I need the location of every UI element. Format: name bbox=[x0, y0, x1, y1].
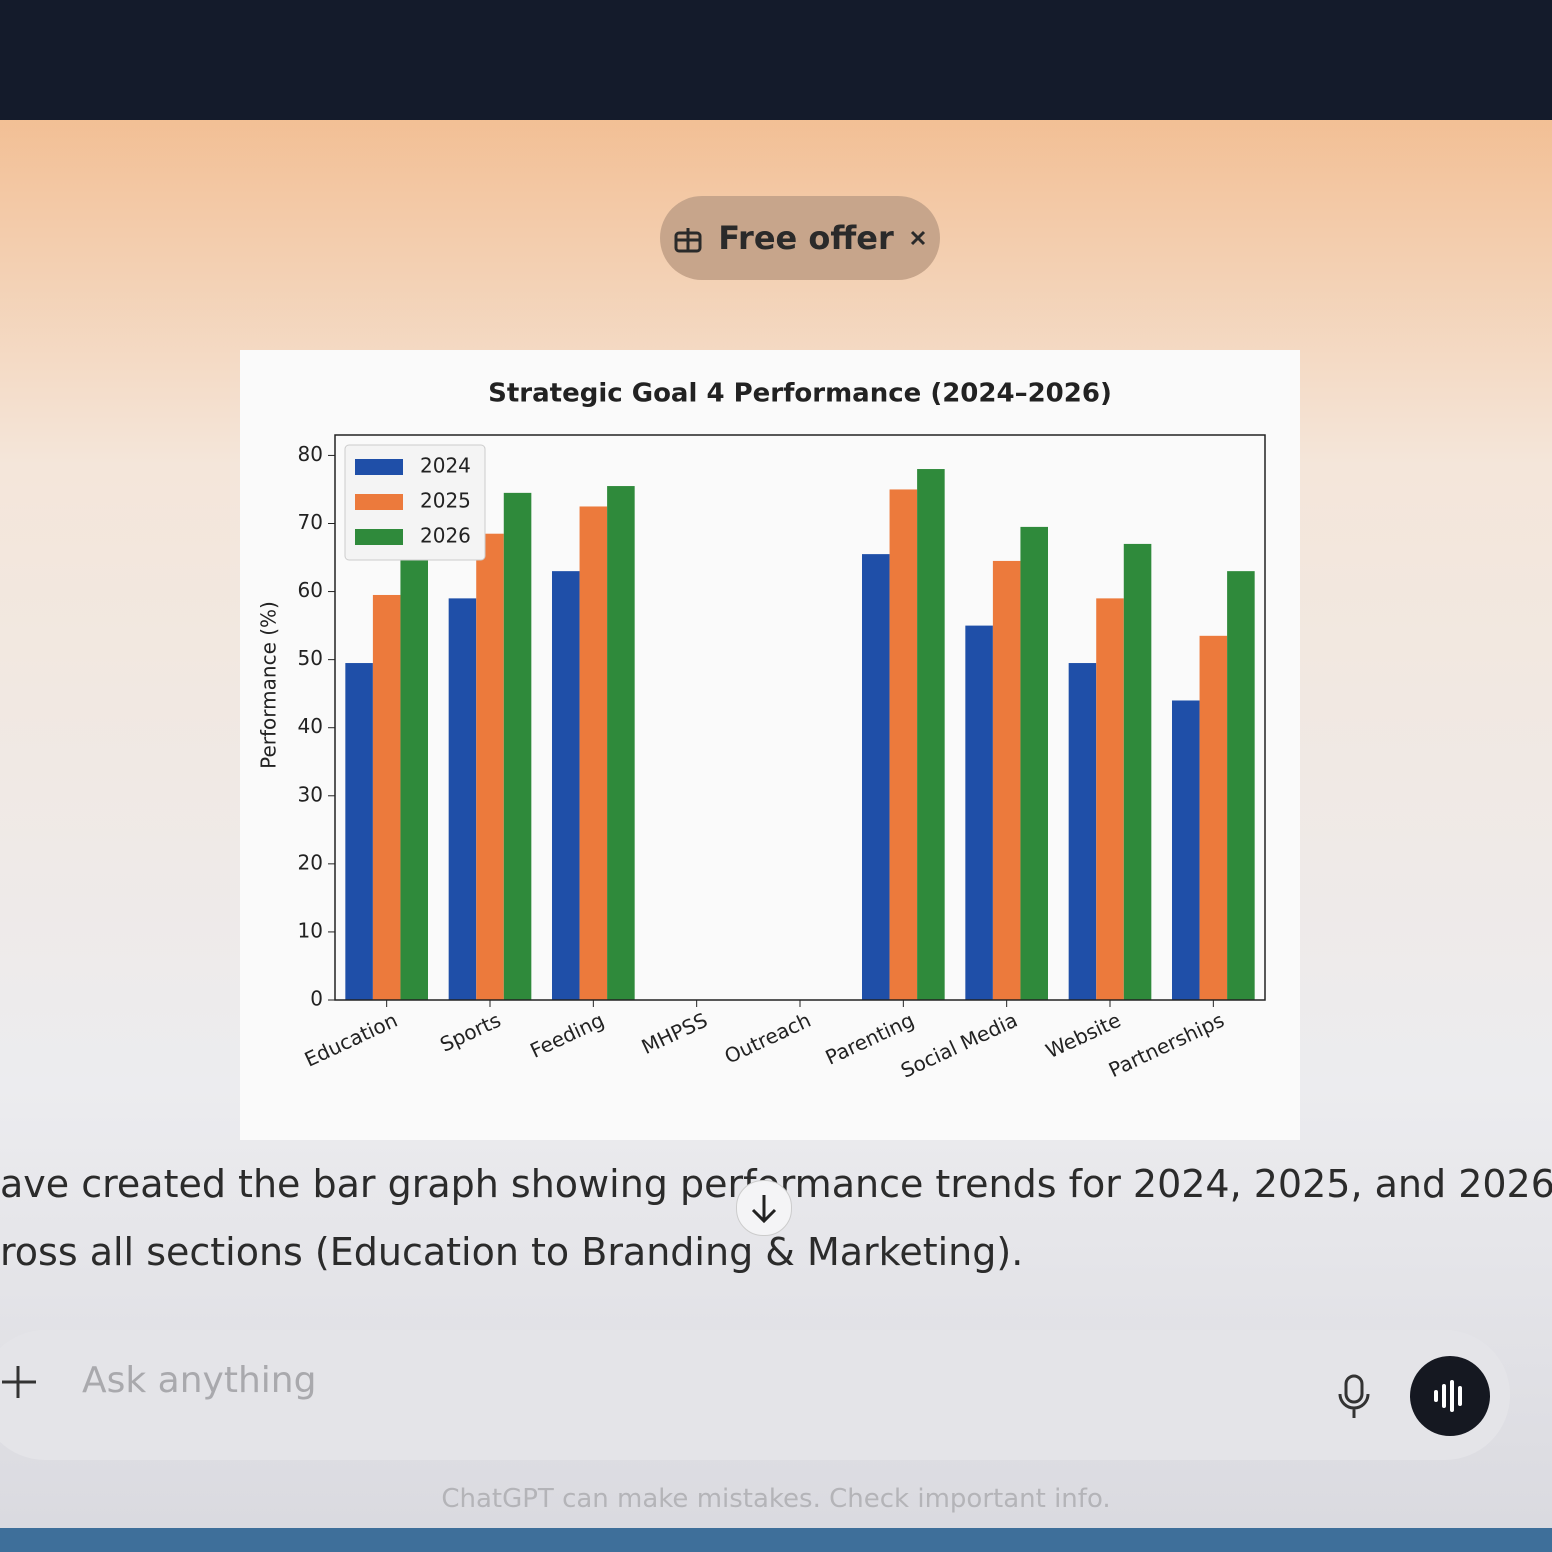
free-offer-badge[interactable]: Free offer bbox=[660, 196, 940, 280]
bar bbox=[476, 533, 504, 1000]
bar bbox=[400, 547, 428, 1000]
bar bbox=[1068, 663, 1097, 1000]
bar bbox=[607, 486, 635, 1000]
legend-swatch bbox=[355, 529, 403, 545]
y-tick-label: 80 bbox=[298, 442, 323, 466]
y-tick-label: 50 bbox=[298, 646, 323, 670]
badge-text: Free offer bbox=[718, 219, 894, 257]
bar bbox=[1227, 571, 1255, 1000]
y-tick-label: 60 bbox=[298, 578, 323, 602]
bar bbox=[372, 594, 401, 1000]
bar bbox=[345, 663, 373, 1000]
bar bbox=[503, 492, 532, 1000]
y-axis-label: Performance (%) bbox=[257, 601, 281, 769]
bar bbox=[965, 625, 993, 1000]
close-icon[interactable] bbox=[908, 228, 928, 248]
bar bbox=[1096, 598, 1124, 1000]
legend-label: 2026 bbox=[420, 524, 471, 548]
top-bar bbox=[0, 0, 1552, 120]
chart: Strategic Goal 4 Performance (2024–2026)… bbox=[240, 350, 1300, 1140]
y-tick-label: 40 bbox=[298, 714, 323, 738]
taskbar-edge bbox=[0, 1528, 1552, 1552]
y-tick-label: 30 bbox=[298, 782, 323, 806]
voice-button[interactable] bbox=[1410, 1356, 1490, 1436]
y-tick-label: 10 bbox=[298, 918, 323, 942]
arrow-icon bbox=[751, 1195, 777, 1224]
chart-title: Strategic Goal 4 Performance (2024–2026) bbox=[488, 379, 1112, 409]
gift-icon bbox=[674, 228, 702, 253]
bar bbox=[862, 554, 890, 1000]
legend-swatch bbox=[355, 459, 403, 475]
bar bbox=[1020, 526, 1048, 1000]
composer[interactable] bbox=[0, 1330, 1510, 1460]
mic-button[interactable] bbox=[1334, 1372, 1374, 1422]
bar bbox=[917, 469, 945, 1000]
disclaimer: ChatGPT can make mistakes. Check importa… bbox=[441, 1484, 1111, 1514]
bar bbox=[1172, 700, 1200, 1000]
y-tick-label: 0 bbox=[310, 987, 323, 1011]
y-tick-label: 70 bbox=[298, 510, 323, 534]
legend-label: 2024 bbox=[420, 454, 471, 478]
bar bbox=[889, 489, 918, 1000]
composer-placeholder[interactable]: Ask anything bbox=[82, 1360, 317, 1401]
legend-label: 2025 bbox=[420, 489, 471, 513]
bar bbox=[552, 571, 580, 1000]
voice-icon bbox=[1434, 1380, 1462, 1412]
bar bbox=[579, 506, 608, 1000]
y-tick-label: 20 bbox=[298, 850, 323, 874]
legend-swatch bbox=[355, 494, 403, 510]
bar bbox=[448, 598, 477, 1000]
bar bbox=[1199, 635, 1228, 1000]
plot-frame bbox=[334, 434, 1266, 1001]
message-line: ross all sections (Education to Branding… bbox=[0, 1230, 1024, 1274]
bar bbox=[992, 560, 1021, 1000]
plus-button[interactable] bbox=[0, 1362, 40, 1402]
bar bbox=[1123, 543, 1152, 1000]
scroll-down-button[interactable] bbox=[736, 1180, 792, 1236]
